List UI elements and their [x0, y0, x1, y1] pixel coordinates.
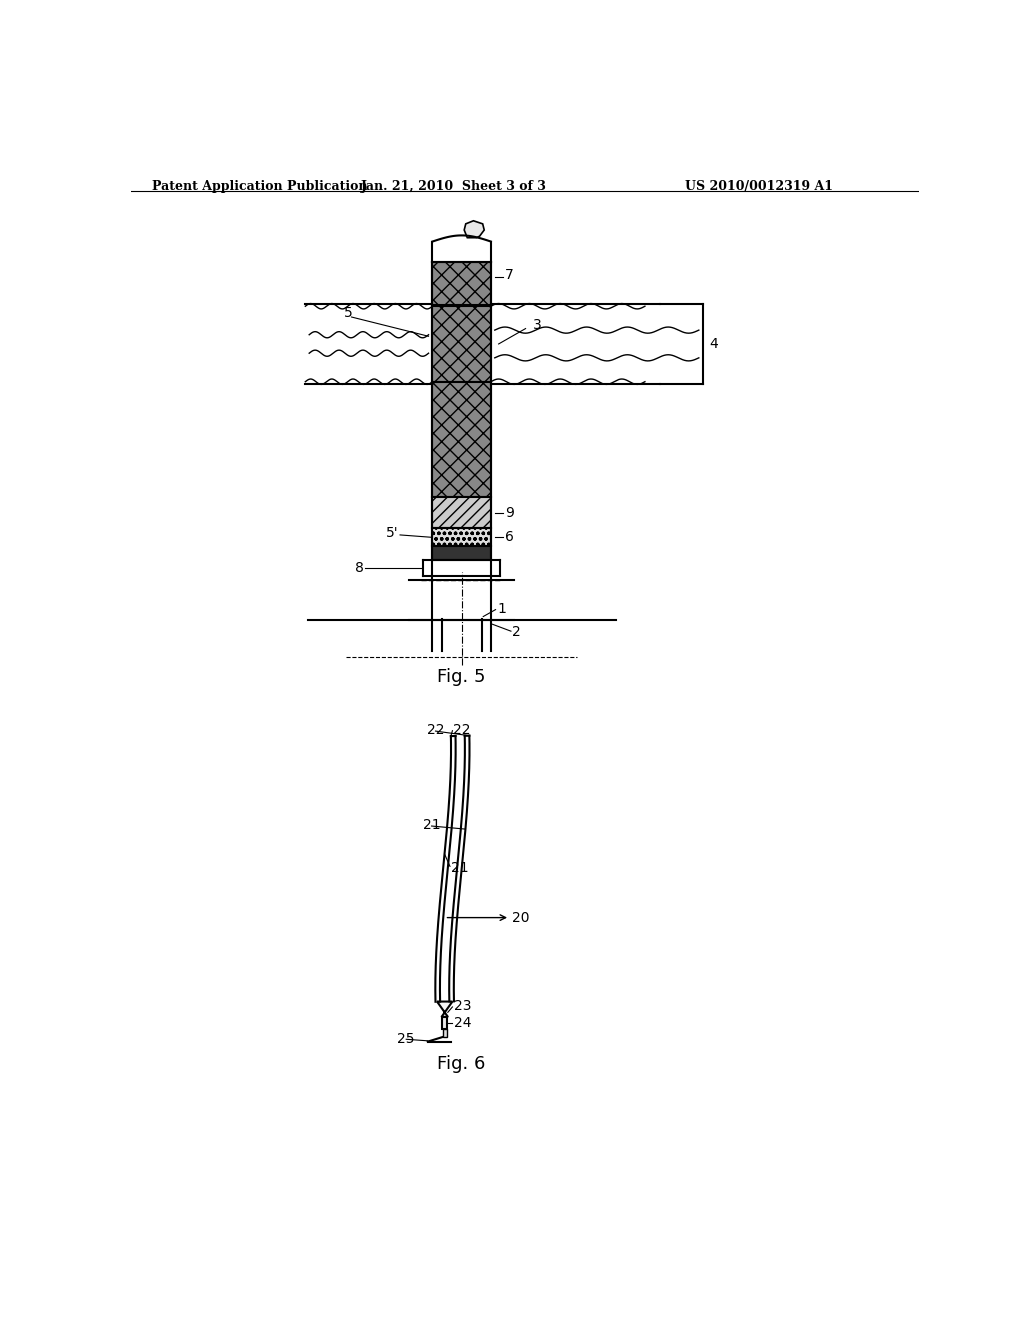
Text: US 2010/0012319 A1: US 2010/0012319 A1	[685, 180, 833, 193]
Text: 5': 5'	[386, 527, 398, 540]
Text: 24: 24	[454, 1016, 471, 1030]
Text: 2: 2	[512, 624, 521, 639]
Text: 22: 22	[427, 722, 444, 737]
Text: Fig. 5: Fig. 5	[437, 668, 486, 686]
Text: 21: 21	[423, 818, 440, 832]
Text: Patent Application Publication: Patent Application Publication	[153, 180, 368, 193]
Polygon shape	[464, 220, 484, 238]
Text: Jan. 21, 2010  Sheet 3 of 3: Jan. 21, 2010 Sheet 3 of 3	[361, 180, 547, 193]
Text: 1: 1	[497, 602, 506, 616]
Bar	[442, 1030, 446, 1038]
Bar	[432, 306, 490, 381]
Polygon shape	[437, 1002, 453, 1016]
Text: 20: 20	[512, 911, 529, 924]
Bar	[432, 528, 490, 546]
Text: 8: 8	[355, 561, 365, 576]
Text: Fig. 6: Fig. 6	[437, 1056, 485, 1073]
Text: 23: 23	[454, 999, 471, 1014]
Text: 9: 9	[505, 506, 514, 520]
Text: 3: 3	[534, 318, 542, 331]
Bar	[432, 263, 490, 305]
Bar	[432, 546, 490, 561]
Text: 21: 21	[451, 861, 468, 875]
Text: 5: 5	[344, 306, 352, 321]
Text: 7: 7	[505, 268, 513, 282]
Bar	[442, 1016, 447, 1030]
Text: 25: 25	[397, 1032, 415, 1047]
Text: 6: 6	[505, 531, 514, 544]
Bar	[432, 381, 490, 498]
Text: 4: 4	[709, 337, 718, 351]
Text: 22: 22	[454, 723, 471, 737]
Bar	[432, 498, 490, 528]
